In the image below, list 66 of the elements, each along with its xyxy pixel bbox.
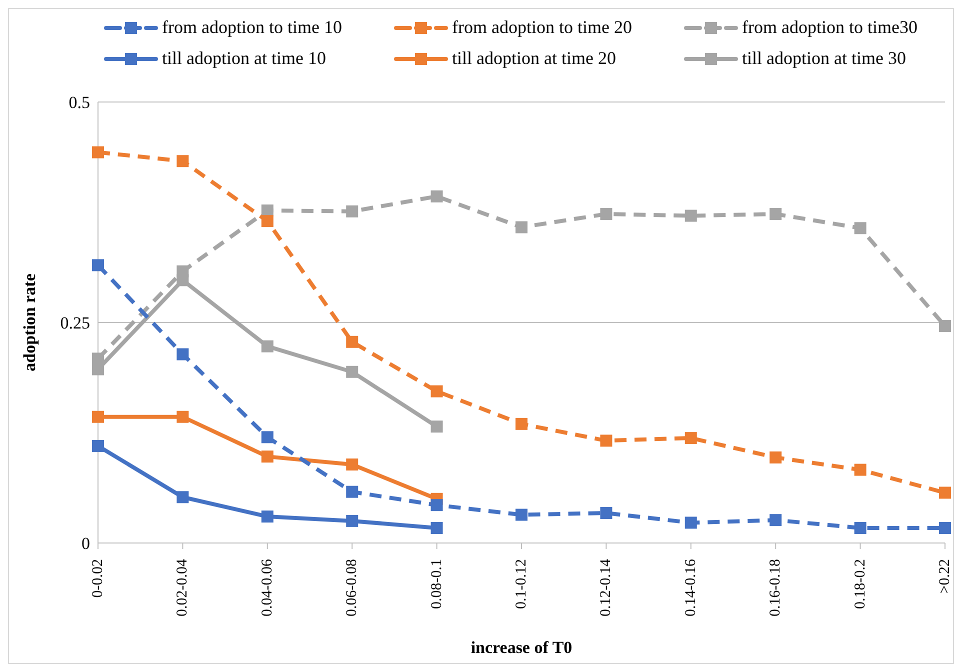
point bbox=[92, 410, 104, 423]
point bbox=[430, 385, 443, 398]
point bbox=[261, 340, 274, 352]
point bbox=[600, 507, 612, 520]
legend-label: till adoption at time 10 bbox=[162, 48, 326, 69]
point bbox=[176, 348, 189, 360]
x-tick-label: 0.18-0.2 bbox=[852, 559, 868, 609]
point bbox=[261, 510, 274, 523]
point bbox=[346, 514, 358, 527]
point bbox=[346, 336, 358, 348]
y-tick-label: 0.5 bbox=[68, 93, 90, 112]
point bbox=[854, 522, 866, 534]
x-tick-label: 0.16-0.18 bbox=[768, 559, 784, 616]
x-tick-label: 0.08-0.1 bbox=[428, 559, 445, 609]
point bbox=[92, 440, 104, 452]
point bbox=[261, 450, 274, 463]
legend-label: from adoption to time30 bbox=[742, 17, 918, 38]
point bbox=[176, 491, 189, 504]
point bbox=[770, 514, 782, 526]
x-tick-label: >0.22 bbox=[937, 559, 953, 594]
point bbox=[939, 320, 951, 332]
point bbox=[176, 410, 189, 423]
point bbox=[261, 215, 274, 228]
point bbox=[346, 205, 358, 218]
x-tick-label: 0-0.02 bbox=[90, 559, 106, 598]
x-tick-label: 0.12-0.14 bbox=[598, 558, 614, 616]
point bbox=[346, 458, 358, 470]
point bbox=[430, 522, 443, 534]
legend-label: till adoption at time 20 bbox=[452, 48, 616, 69]
x-tick-label: 0.06-0.08 bbox=[344, 559, 360, 616]
point bbox=[516, 221, 528, 234]
point bbox=[684, 516, 697, 529]
point bbox=[92, 352, 104, 365]
point bbox=[92, 259, 104, 272]
point bbox=[600, 208, 612, 220]
point bbox=[261, 431, 274, 444]
point bbox=[92, 146, 104, 158]
y-axis-title: adoption rate bbox=[20, 273, 40, 372]
point bbox=[176, 265, 189, 278]
point bbox=[600, 434, 612, 447]
point bbox=[939, 486, 951, 499]
x-tick-label: 0.14-0.16 bbox=[682, 558, 699, 616]
point bbox=[684, 210, 697, 222]
x-tick-label: 0.1-0.12 bbox=[514, 559, 530, 609]
point bbox=[770, 208, 782, 220]
y-tick-label: 0.25 bbox=[60, 314, 90, 333]
x-axis-title: increase of T0 bbox=[470, 638, 572, 657]
legend-label: from adoption to time 20 bbox=[452, 17, 632, 38]
point bbox=[516, 418, 528, 430]
point bbox=[430, 499, 443, 512]
point bbox=[430, 420, 443, 433]
point bbox=[770, 451, 782, 464]
point bbox=[854, 464, 866, 476]
x-tick-label: 0.02-0.04 bbox=[174, 558, 191, 616]
legend-label: till adoption at time 30 bbox=[742, 48, 906, 69]
point bbox=[854, 222, 866, 234]
point bbox=[176, 155, 189, 168]
point bbox=[346, 366, 358, 378]
point bbox=[684, 432, 697, 444]
point bbox=[346, 486, 358, 498]
point bbox=[430, 190, 443, 202]
point bbox=[516, 508, 528, 521]
legend-label: from adoption to time 10 bbox=[162, 17, 342, 38]
point bbox=[939, 522, 951, 534]
x-tick-label: 0.04-0.06 bbox=[259, 558, 276, 616]
y-tick-label: 0 bbox=[82, 534, 90, 554]
